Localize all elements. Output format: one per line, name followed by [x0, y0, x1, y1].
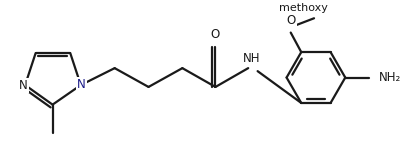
Text: O: O [211, 28, 220, 41]
Text: O: O [287, 14, 296, 27]
Text: N: N [77, 78, 86, 91]
Text: N: N [19, 79, 28, 92]
Text: NH₂: NH₂ [379, 71, 401, 84]
Text: methoxy: methoxy [279, 3, 328, 13]
Text: NH: NH [243, 52, 260, 65]
